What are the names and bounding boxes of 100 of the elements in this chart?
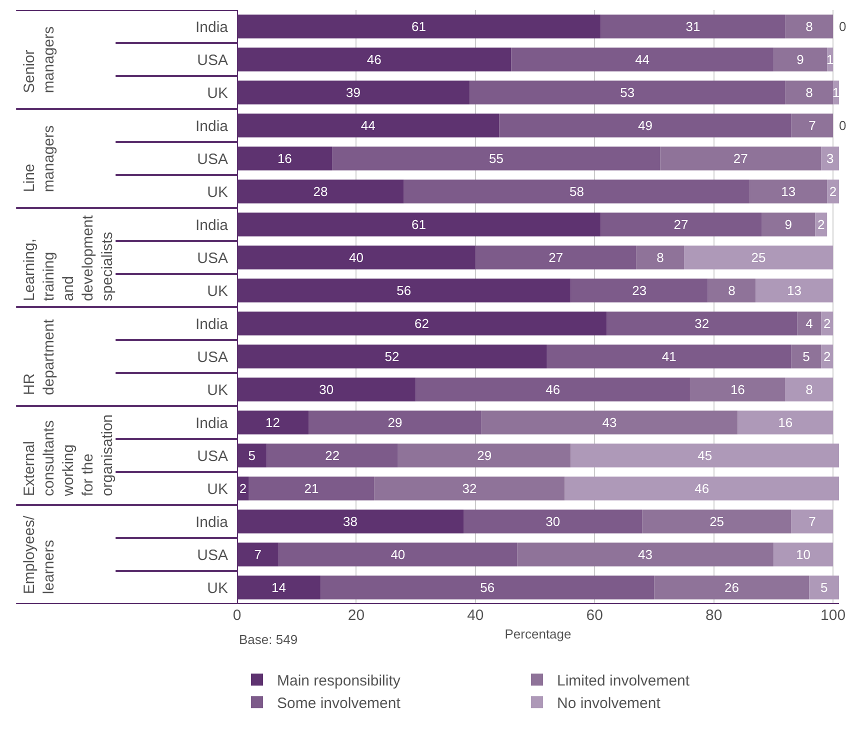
bar — [821, 312, 834, 336]
bar — [809, 576, 839, 600]
legend-label: No involvement — [557, 695, 662, 712]
bar — [398, 444, 571, 468]
data-label: 56 — [396, 283, 412, 298]
bar — [827, 180, 839, 204]
y-tick-label: India — [195, 414, 229, 432]
data-label: 0 — [839, 19, 846, 34]
data-label: 46 — [694, 481, 710, 496]
bar — [546, 344, 792, 368]
y-tick-label: UK — [207, 480, 228, 498]
bar — [600, 14, 786, 38]
data-label: 40 — [390, 547, 406, 562]
data-label: 25 — [710, 514, 724, 529]
bar — [404, 180, 750, 204]
data-label: 4 — [806, 316, 813, 331]
data-label: 32 — [694, 316, 710, 331]
data-label: 27 — [548, 250, 564, 265]
data-label: 44 — [635, 52, 650, 67]
bar — [464, 510, 642, 534]
data-label: 14 — [271, 580, 286, 595]
data-label: 2 — [239, 481, 247, 496]
y-tick-label: UK — [207, 382, 228, 399]
bar — [791, 344, 822, 368]
bar — [815, 212, 828, 236]
data-label: 45 — [698, 448, 712, 463]
bar — [785, 14, 834, 38]
y-tick-label: USA — [197, 52, 228, 69]
bar — [791, 114, 834, 138]
bar — [738, 410, 834, 434]
bar — [773, 48, 828, 72]
text: Line managers — [21, 125, 58, 192]
data-label: 7 — [254, 547, 262, 562]
data-label: 8 — [656, 250, 664, 265]
data-label: 52 — [384, 349, 400, 364]
data-label: 23 — [632, 283, 647, 298]
bar — [499, 114, 792, 138]
data-label: 16 — [277, 151, 292, 166]
y-tick-label: India — [195, 514, 229, 531]
data-label: 1 — [832, 85, 840, 100]
y-tick-label: UK — [207, 580, 228, 597]
data-label: 5 — [802, 349, 810, 364]
bar — [821, 146, 839, 170]
data-label: 43 — [602, 415, 617, 430]
data-label: 26 — [724, 580, 739, 595]
data-label: 40 — [348, 250, 364, 265]
data-label: 2 — [823, 316, 831, 331]
text: Senior managers — [21, 26, 58, 94]
bar — [785, 378, 834, 402]
data-label: 27 — [733, 151, 748, 166]
data-label: 7 — [808, 118, 816, 133]
data-label: 30 — [546, 514, 560, 529]
data-label: 21 — [304, 481, 319, 496]
data-label: 12 — [266, 415, 280, 430]
bar — [606, 312, 798, 336]
data-label: 56 — [480, 580, 495, 595]
y-tick-label: UK — [207, 84, 228, 102]
bar — [416, 378, 690, 402]
x-axis-title: Percentage — [504, 626, 572, 642]
bar — [756, 278, 834, 302]
data-label: 46 — [366, 52, 382, 67]
legend-label: Some involvement — [277, 695, 402, 712]
data-label: 8 — [806, 85, 813, 100]
data-label: 0 — [839, 118, 846, 133]
data-label: 7 — [808, 514, 816, 529]
y-tick-label: USA — [197, 448, 228, 465]
y-tick-label: India — [195, 118, 229, 135]
data-label: 29 — [477, 448, 492, 463]
bar — [570, 278, 708, 302]
data-label: 16 — [730, 382, 745, 397]
x-tick-label: 80 — [705, 607, 722, 624]
data-label: 58 — [570, 184, 584, 199]
y-tick-label: India — [195, 18, 229, 36]
legend-label: Main responsibility — [277, 672, 401, 690]
data-label: 1 — [826, 52, 834, 67]
bar — [320, 576, 654, 600]
data-label: 49 — [638, 118, 653, 133]
bar — [570, 444, 839, 468]
data-label: 13 — [781, 184, 796, 199]
bar — [636, 246, 684, 270]
bar — [642, 510, 792, 534]
y-tick-label: India — [195, 216, 229, 234]
x-tick-label: 0 — [232, 607, 242, 624]
x-tick-label: 60 — [586, 607, 603, 624]
data-label: 62 — [414, 316, 430, 331]
bar — [332, 146, 660, 170]
data-label: 55 — [489, 151, 504, 166]
bar — [469, 80, 786, 104]
y-tick-label: USA — [197, 546, 228, 564]
data-label: 53 — [620, 85, 635, 100]
y-tick-label: USA — [197, 348, 228, 366]
data-label: 25 — [751, 250, 766, 265]
bar — [654, 576, 810, 600]
bar — [762, 212, 816, 236]
bar — [690, 378, 786, 402]
data-label: 13 — [787, 283, 802, 298]
data-label: 3 — [826, 151, 834, 166]
data-label: 43 — [638, 547, 653, 562]
data-label: 28 — [313, 184, 328, 199]
text: Learning, training and development specialists — [21, 214, 116, 302]
